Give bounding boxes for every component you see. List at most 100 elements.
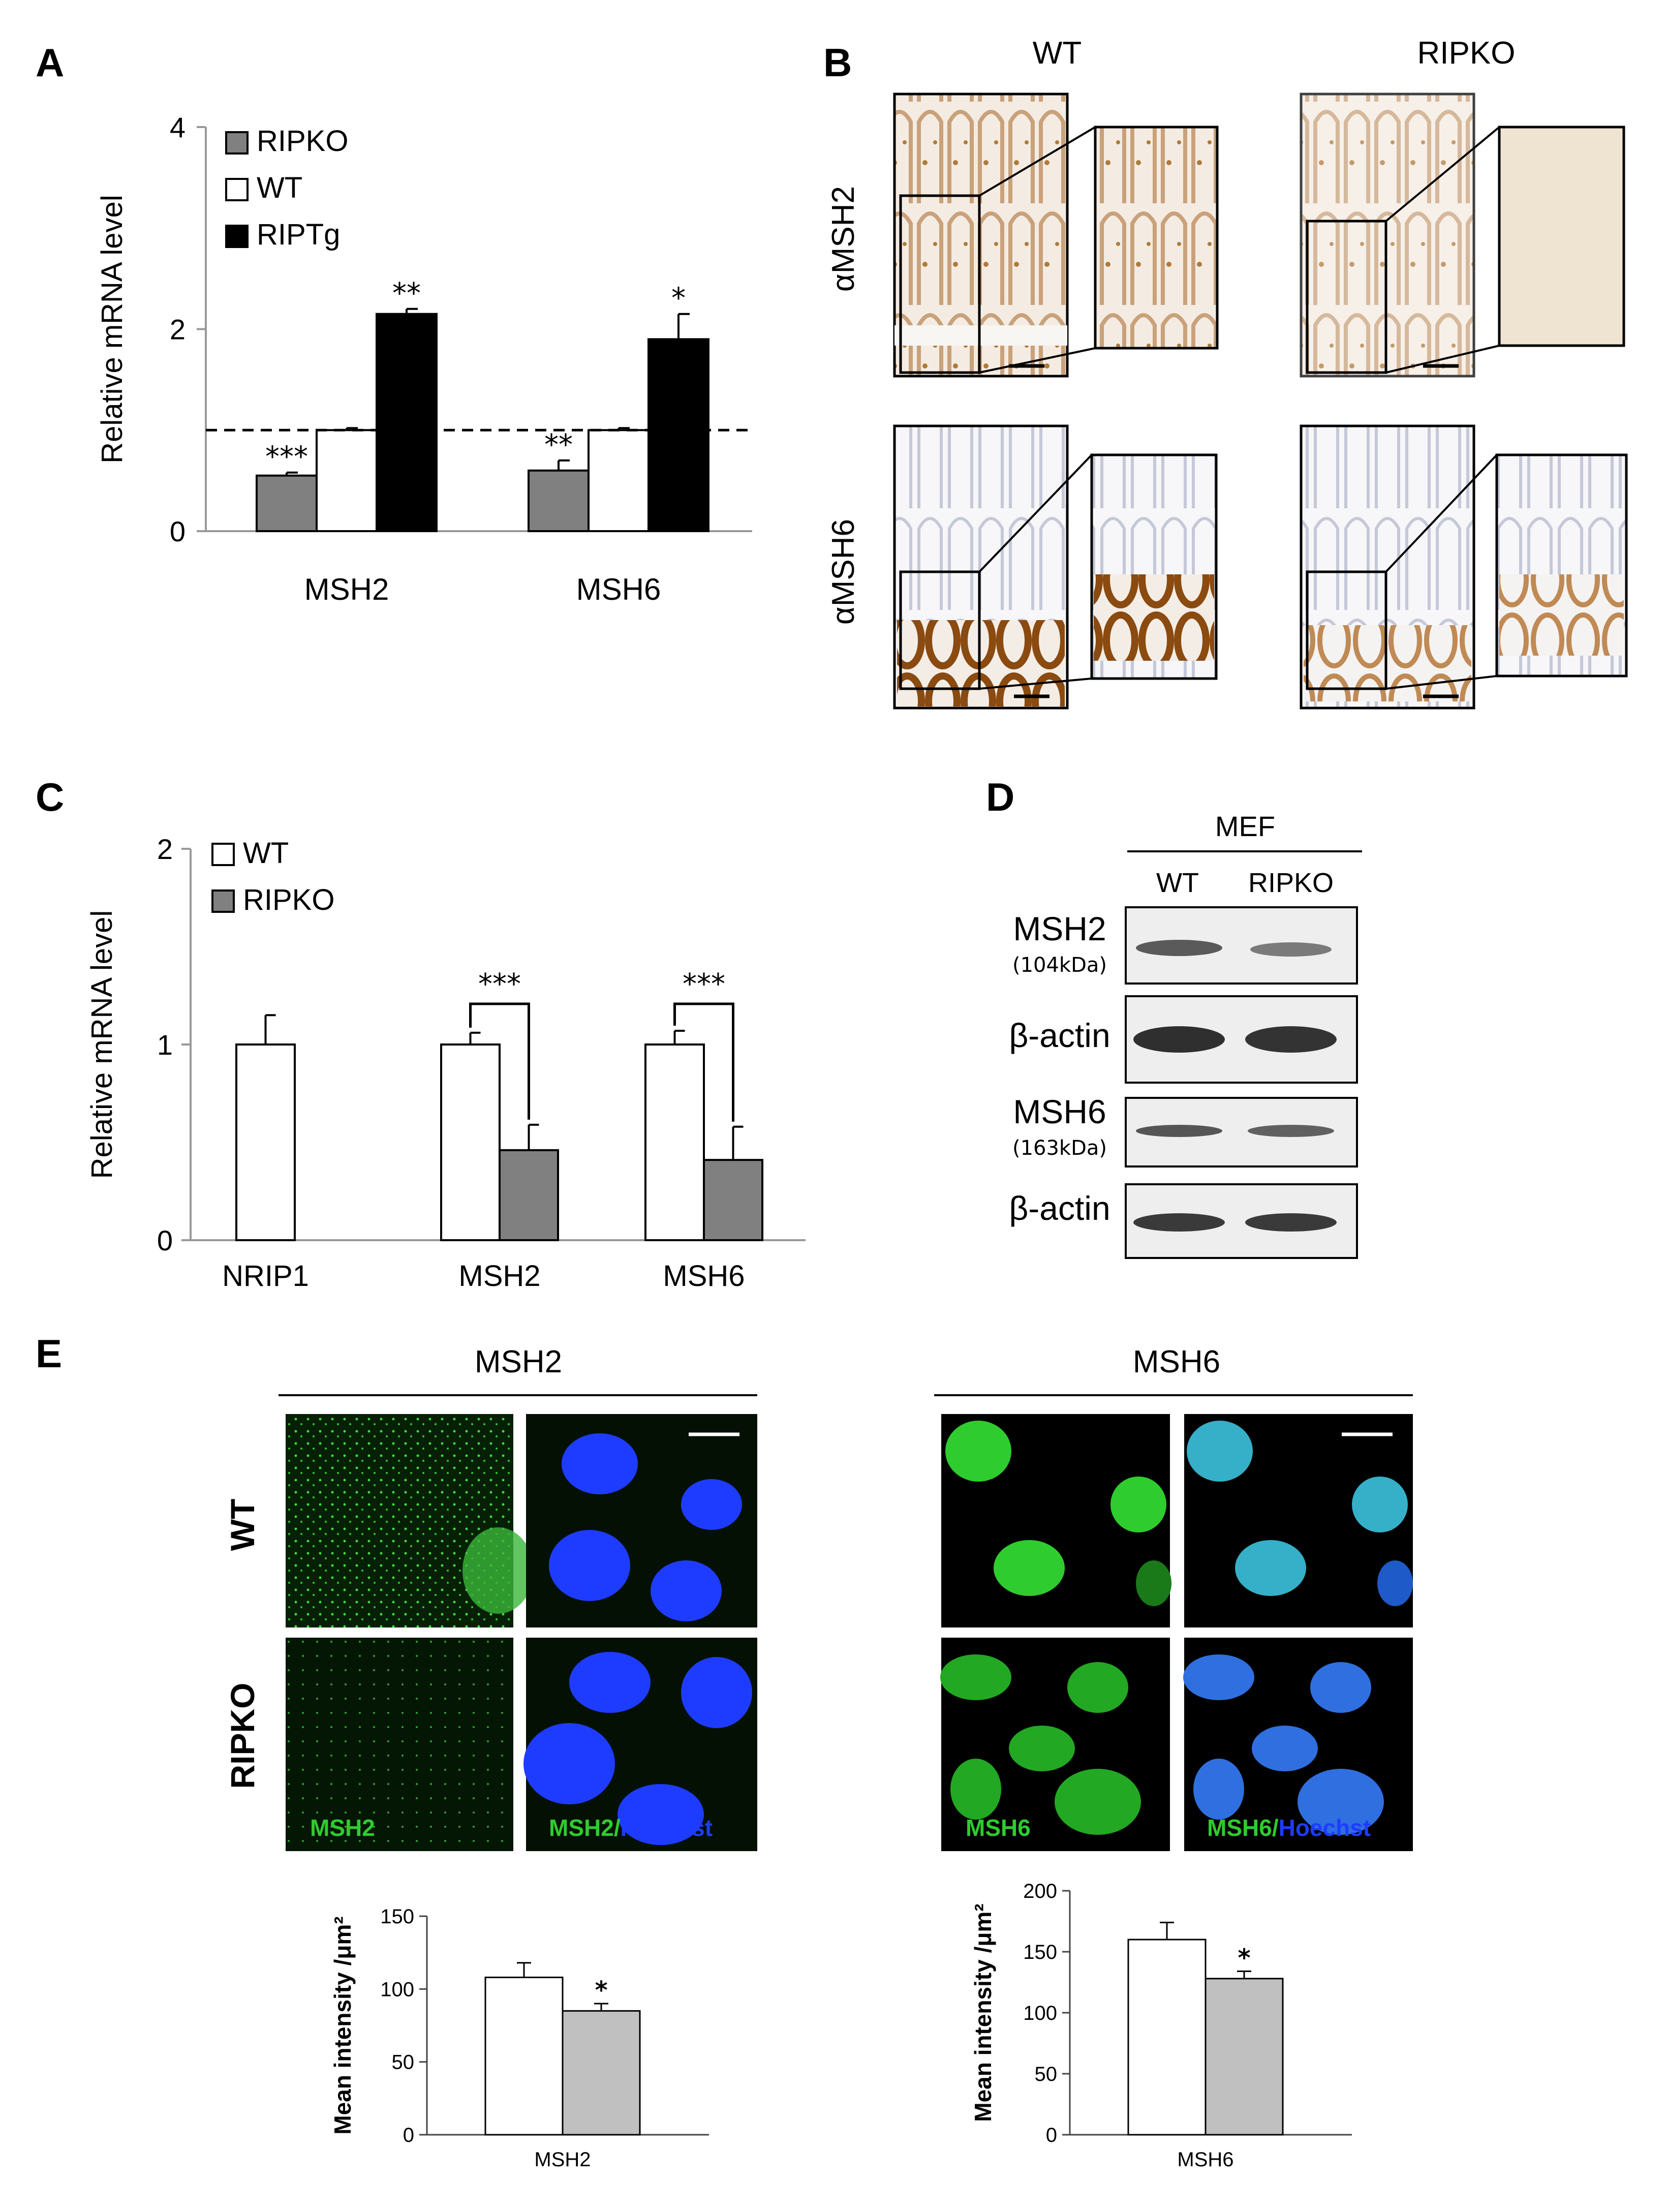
significance-marker: ** bbox=[392, 277, 421, 310]
significance-bracket bbox=[673, 1002, 734, 1122]
y-tick-label: 100 bbox=[1023, 2002, 1057, 2024]
ihc-row-msh2: αMSH2 bbox=[826, 186, 861, 292]
bar bbox=[256, 474, 318, 532]
y-axis-label: Relative mRNA level bbox=[96, 195, 129, 464]
y-tick-label: 0 bbox=[170, 515, 186, 547]
bar bbox=[1205, 1978, 1284, 2136]
western-blot-msh2: MSH2 (104kDa) bbox=[1012, 906, 1358, 985]
significance-marker: *** bbox=[683, 968, 725, 1001]
if-image-wt-msh2 bbox=[286, 1414, 534, 1627]
if-column-msh6: MSH6 bbox=[1133, 1344, 1220, 1379]
legend-label: RIPTg bbox=[257, 218, 340, 251]
significance-bracket bbox=[469, 1002, 530, 1120]
legend-swatch bbox=[225, 131, 249, 155]
y-tick-label: 50 bbox=[1035, 2063, 1058, 2085]
y-axis-label: Mean intensity /μm² bbox=[970, 1903, 996, 2122]
if-channel-label: MSH6 bbox=[966, 1815, 1031, 1841]
bar bbox=[528, 469, 590, 532]
x-category-label: MSH6 bbox=[663, 1259, 745, 1293]
panel-letter-c: C bbox=[36, 775, 64, 819]
ihc-image-wt-msh6 bbox=[893, 424, 1218, 710]
y-tick-label: 100 bbox=[380, 1978, 414, 2001]
if-channel-label: MSH6/Hoechst bbox=[1207, 1815, 1371, 1841]
y-tick-label: 2 bbox=[170, 314, 186, 346]
band-label: MSH2 bbox=[1013, 910, 1106, 947]
if-row-ripko: RIPKO bbox=[224, 1682, 261, 1789]
panel-letter-e: E bbox=[36, 1331, 62, 1376]
bar bbox=[644, 1043, 705, 1241]
western-blot-msh6: MSH6 (163kDa) bbox=[1012, 1093, 1358, 1168]
significance-marker: *** bbox=[478, 968, 521, 1001]
y-tick-label: 0 bbox=[1046, 2124, 1057, 2146]
band-label: β-actin bbox=[1009, 1189, 1110, 1227]
y-tick-label: 150 bbox=[380, 1906, 414, 1928]
western-blot-actin-2: β-actin bbox=[1009, 1183, 1358, 1259]
x-category-label: MSH2 bbox=[458, 1259, 540, 1293]
bar bbox=[484, 1976, 564, 2136]
legend-swatch bbox=[225, 225, 249, 248]
bar bbox=[588, 429, 650, 532]
if-image-ripko-msh6-hoechst: MSH6/Hoechst bbox=[1183, 1638, 1413, 1851]
y-tick-label: 50 bbox=[392, 2051, 415, 2074]
chart-e-msh2: 0 50 100 150 Mean intensity /μm² * MSH2 bbox=[329, 1906, 709, 2171]
ihc-image-wt-msh2 bbox=[893, 93, 1219, 378]
bar bbox=[647, 338, 709, 532]
y-tick-label: 4 bbox=[170, 111, 186, 143]
if-image-ripko-msh6: MSH6 bbox=[940, 1638, 1170, 1851]
if-image-ripko-msh2: MSH2 bbox=[286, 1638, 513, 1851]
western-column-ripko: RIPKO bbox=[1248, 868, 1334, 898]
bar bbox=[499, 1149, 559, 1241]
legend-label: WT bbox=[257, 171, 302, 204]
band-label: β-actin bbox=[1009, 1017, 1110, 1054]
x-category-label: MSH6 bbox=[576, 572, 661, 606]
bar bbox=[376, 313, 438, 532]
chart-c: 0 1 2 Relative mRNA level NRIP1 MSH2 *** MSH6 **… bbox=[85, 833, 806, 1293]
y-tick-label: 0 bbox=[403, 2124, 414, 2146]
chart-e-msh6: 0 50 100 150 200 Mean intensity /μm² * MSH6 bbox=[970, 1880, 1352, 2171]
legend-label: WT bbox=[243, 837, 289, 870]
if-column-msh2: MSH2 bbox=[475, 1344, 562, 1379]
significance-marker: * bbox=[595, 1976, 607, 2005]
y-tick-label: 1 bbox=[157, 1029, 173, 1061]
western-blot-actin-1: β-actin bbox=[1009, 995, 1358, 1084]
band-sublabel: (163kDa) bbox=[1012, 1136, 1107, 1160]
band-label: MSH6 bbox=[1013, 1093, 1106, 1130]
ihc-column-ripko: RIPKO bbox=[1417, 36, 1516, 71]
x-category-label: MSH2 bbox=[304, 572, 389, 606]
significance-marker: *** bbox=[265, 441, 308, 474]
bar bbox=[562, 2010, 641, 2136]
if-image-ripko-msh2-hoechst: MSH2/Hoechst bbox=[523, 1638, 757, 1851]
ihc-image-ripko-msh2 bbox=[1300, 93, 1625, 378]
bar bbox=[316, 429, 378, 532]
legend-label: RIPKO bbox=[257, 125, 349, 158]
legend-label: RIPKO bbox=[243, 883, 335, 916]
legend-swatch bbox=[211, 843, 235, 866]
western-header-mef: MEF bbox=[1215, 810, 1275, 842]
panel-letter-a: A bbox=[36, 40, 64, 85]
if-image-wt-msh6 bbox=[941, 1414, 1171, 1627]
bar bbox=[440, 1043, 501, 1241]
western-column-wt: WT bbox=[1156, 868, 1199, 898]
y-axis-label: Relative mRNA level bbox=[85, 910, 118, 1179]
panel-letter-b: B bbox=[823, 40, 852, 85]
bar bbox=[703, 1159, 763, 1241]
y-axis-label: Mean intensity /μm² bbox=[329, 1916, 356, 2134]
if-row-wt: WT bbox=[224, 1499, 261, 1551]
bar bbox=[1127, 1939, 1207, 2136]
ihc-image-ripko-msh6 bbox=[1300, 424, 1628, 710]
band-sublabel: (104kDa) bbox=[1012, 954, 1107, 977]
x-category-label: MSH6 bbox=[1177, 2148, 1233, 2171]
panel-letter-d: D bbox=[986, 775, 1014, 819]
if-image-wt-msh6-hoechst bbox=[1184, 1414, 1413, 1627]
x-category-label: MSH2 bbox=[534, 2148, 591, 2171]
y-tick-label: 150 bbox=[1023, 1941, 1057, 1963]
ihc-row-msh6: αMSH6 bbox=[826, 519, 861, 625]
legend-swatch bbox=[225, 178, 249, 201]
x-category-label: NRIP1 bbox=[222, 1259, 309, 1293]
y-tick-label: 0 bbox=[157, 1224, 173, 1256]
legend-swatch bbox=[211, 889, 235, 913]
significance-marker: ** bbox=[544, 428, 573, 462]
ihc-column-wt: WT bbox=[1033, 36, 1082, 71]
